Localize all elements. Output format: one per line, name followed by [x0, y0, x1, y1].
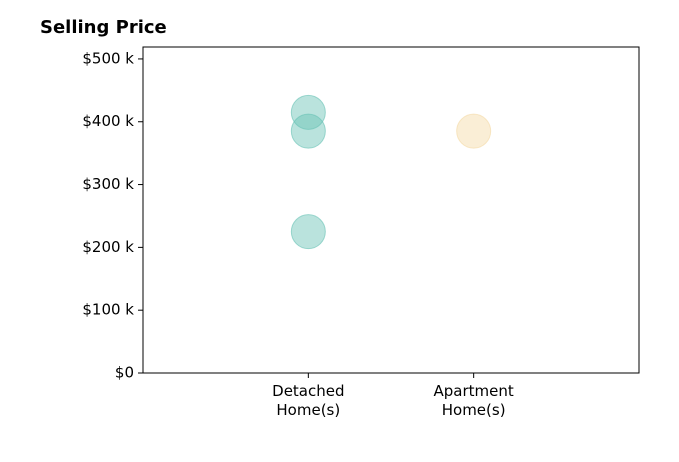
chart-title: Selling Price: [40, 17, 167, 38]
y-tick-label: $500 k: [82, 49, 134, 67]
x-tick-label: Detached Home(s): [272, 382, 345, 419]
point: [290, 113, 326, 149]
y-tick-label: $100 k: [82, 301, 134, 319]
plot-frame: [142, 46, 640, 374]
y-tick-label: $200 k: [82, 238, 134, 256]
y-tick-label: $0: [115, 364, 134, 382]
y-tick-label: $400 k: [82, 112, 134, 130]
point: [456, 113, 492, 149]
point: [290, 214, 326, 250]
point: [290, 94, 326, 130]
x-tick-label: Apartment Home(s): [433, 382, 514, 419]
y-tick-label: $300 k: [82, 175, 134, 193]
